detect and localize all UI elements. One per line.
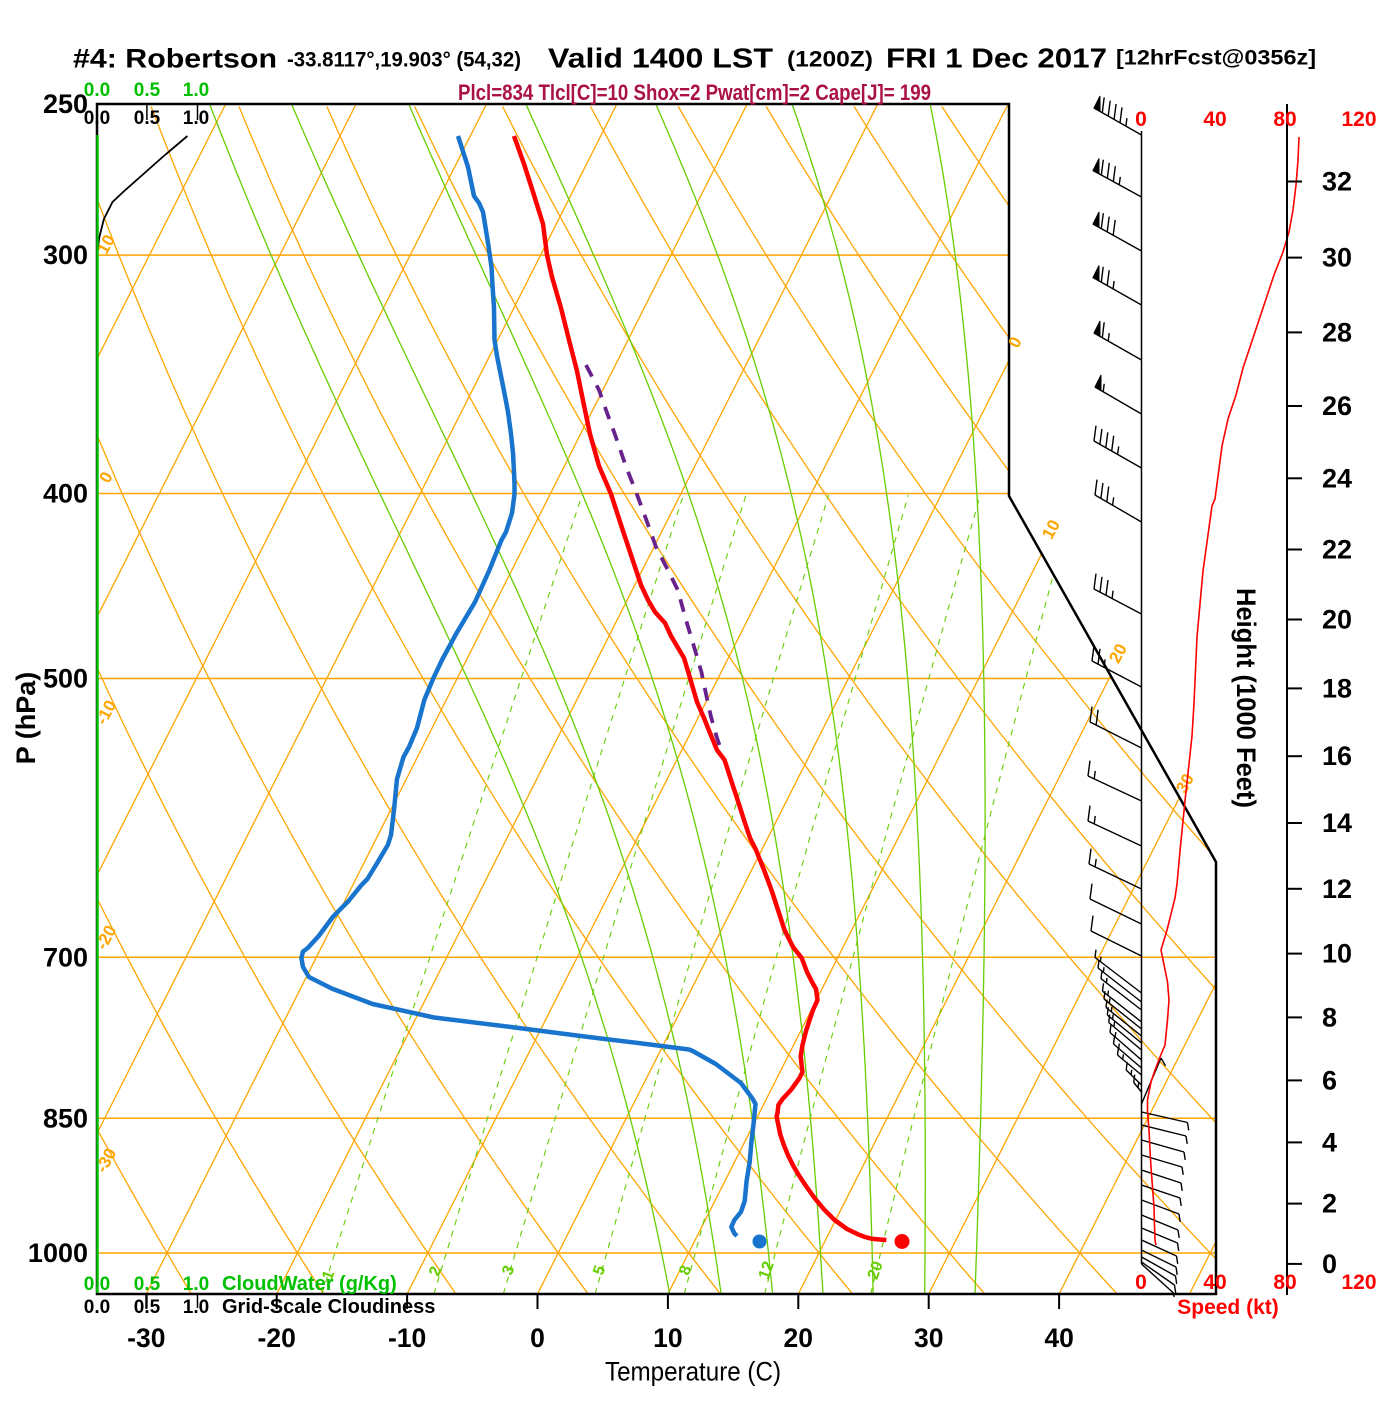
svg-text:300: 300 (43, 240, 88, 270)
svg-text:22: 22 (1322, 535, 1352, 565)
svg-text:16: 16 (1322, 741, 1352, 771)
svg-text:26: 26 (1322, 391, 1352, 421)
svg-text:1.0: 1.0 (183, 1297, 209, 1318)
svg-text:20: 20 (784, 1323, 813, 1353)
svg-text:6: 6 (1322, 1065, 1337, 1095)
svg-text:Plcl=834 Tlcl[C]=10 Shox=2 Pwa: Plcl=834 Tlcl[C]=10 Shox=2 Pwat[cm]=2 Ca… (458, 80, 931, 105)
svg-text:0.0: 0.0 (84, 1297, 110, 1318)
svg-text:#4: Robertson: #4: Robertson (73, 44, 277, 74)
svg-text:2: 2 (1322, 1189, 1337, 1219)
svg-text:20: 20 (1322, 605, 1352, 635)
svg-text:0: 0 (1322, 1249, 1337, 1279)
svg-text:250: 250 (43, 89, 88, 119)
svg-text:10: 10 (653, 1323, 682, 1353)
svg-text:400: 400 (43, 479, 88, 509)
svg-text:32: 32 (1322, 167, 1352, 197)
svg-text:4: 4 (1322, 1127, 1337, 1157)
svg-text:8: 8 (1322, 1002, 1337, 1032)
svg-text:120: 120 (1341, 1271, 1376, 1294)
svg-text:1.0: 1.0 (183, 80, 209, 101)
svg-text:80: 80 (1273, 1271, 1296, 1294)
svg-text:40: 40 (1044, 1323, 1073, 1353)
svg-text:Valid 1400 LST: Valid 1400 LST (548, 43, 773, 74)
svg-text:1.0: 1.0 (183, 108, 209, 129)
svg-text:Speed (kt): Speed (kt) (1177, 1296, 1279, 1319)
svg-text:14: 14 (1322, 808, 1352, 838)
svg-text:12: 12 (1322, 874, 1352, 904)
svg-text:FRI 1 Dec 2017: FRI 1 Dec 2017 (886, 43, 1107, 74)
svg-text:[12hrFcst@0356z]: [12hrFcst@0356z] (1116, 47, 1316, 70)
svg-text:40: 40 (1203, 108, 1226, 131)
svg-text:0: 0 (530, 1323, 545, 1353)
svg-text:10: 10 (1322, 939, 1352, 969)
svg-text:700: 700 (43, 942, 88, 972)
svg-text:0.0: 0.0 (84, 80, 110, 101)
svg-text:0.5: 0.5 (134, 1274, 161, 1295)
svg-text:500: 500 (43, 663, 88, 693)
svg-text:-30: -30 (127, 1323, 165, 1353)
svg-text:-10: -10 (388, 1323, 426, 1353)
svg-text:24: 24 (1322, 463, 1352, 493)
svg-text:1000: 1000 (28, 1238, 88, 1268)
svg-text:30: 30 (914, 1323, 943, 1353)
svg-text:30: 30 (1322, 243, 1352, 273)
svg-text:Height (1000 Feet): Height (1000 Feet) (1231, 588, 1261, 808)
svg-text:-33.8117°,19.903° (54,32): -33.8117°,19.903° (54,32) (287, 49, 521, 72)
svg-text:0.5: 0.5 (134, 80, 161, 101)
svg-text:120: 120 (1341, 108, 1376, 131)
svg-text:CloudWater (g/Kg): CloudWater (g/Kg) (222, 1273, 397, 1295)
svg-text:80: 80 (1273, 108, 1296, 131)
svg-text:P (hPa): P (hPa) (11, 672, 41, 765)
svg-text:(1200Z): (1200Z) (787, 47, 873, 72)
svg-text:0.5: 0.5 (134, 108, 161, 129)
svg-text:0: 0 (1135, 108, 1147, 131)
svg-text:0: 0 (1135, 1271, 1147, 1294)
svg-text:0.5: 0.5 (134, 1297, 161, 1318)
svg-text:18: 18 (1322, 673, 1352, 703)
svg-text:0.0: 0.0 (84, 108, 110, 129)
svg-text:-20: -20 (258, 1323, 296, 1353)
svg-text:0.0: 0.0 (84, 1274, 110, 1295)
svg-text:Temperature (C): Temperature (C) (605, 1357, 781, 1387)
svg-text:40: 40 (1203, 1271, 1226, 1294)
svg-text:Grid-Scale Cloudiness: Grid-Scale Cloudiness (222, 1296, 435, 1318)
svg-text:1.0: 1.0 (183, 1274, 209, 1295)
svg-text:850: 850 (43, 1103, 88, 1133)
svg-text:28: 28 (1322, 317, 1352, 347)
